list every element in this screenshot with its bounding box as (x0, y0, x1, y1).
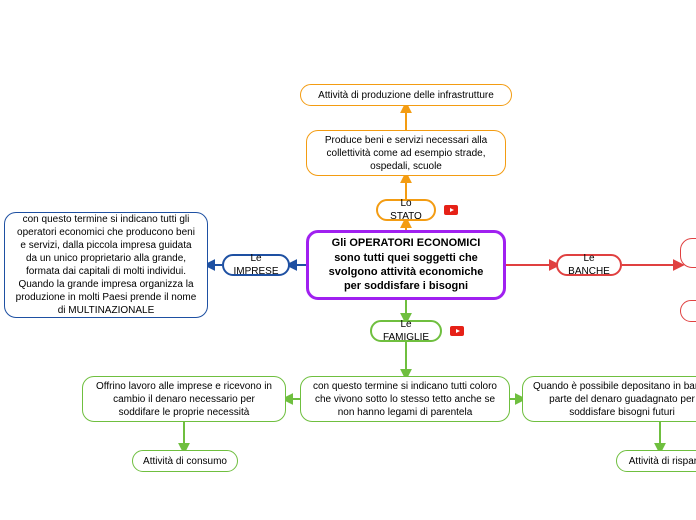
node-stato_desc[interactable]: Produce beni e servizi necessari alla co… (306, 130, 506, 176)
node-famiglie[interactable]: Le FAMIGLIE (370, 320, 442, 342)
node-banche_act[interactable]: A (680, 300, 696, 322)
node-imprese_desc[interactable]: con questo termine si indicano tutti gli… (4, 212, 208, 318)
node-stato[interactable]: Lo STATO (376, 199, 436, 221)
node-fam_right[interactable]: Quando è possibile depositano in banca p… (522, 376, 696, 422)
node-fam_left_act[interactable]: Attività di consumo (132, 450, 238, 472)
node-fam_desc[interactable]: con questo termine si indicano tutti col… (300, 376, 510, 422)
youtube-icon[interactable] (450, 326, 464, 336)
node-fam_right_act[interactable]: Attività di risparmio (616, 450, 696, 472)
node-banche_cut[interactable] (680, 238, 696, 268)
node-fam_left[interactable]: Offrino lavoro alle imprese e ricevono i… (82, 376, 286, 422)
node-central[interactable]: Gli OPERATORI ECONOMICI sono tutti quei … (306, 230, 506, 300)
node-banche[interactable]: Le BANCHE (556, 254, 622, 276)
node-imprese[interactable]: Le IMPRESE (222, 254, 290, 276)
node-stato_act[interactable]: Attività di produzione delle infrastrutt… (300, 84, 512, 106)
youtube-icon[interactable] (444, 205, 458, 215)
